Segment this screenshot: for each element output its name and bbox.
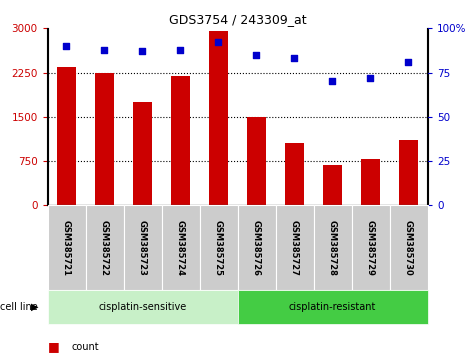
Text: GSM385730: GSM385730	[404, 220, 413, 276]
Bar	[57, 67, 76, 205]
Point	[329, 79, 336, 84]
Bar	[171, 75, 190, 205]
Point	[215, 40, 222, 45]
Point	[291, 56, 298, 61]
Bar	[285, 143, 304, 205]
Bar	[48, 205, 86, 290]
Bar	[399, 141, 418, 205]
Bar	[390, 205, 428, 290]
Text: cisplatin-sensitive: cisplatin-sensitive	[98, 302, 187, 312]
Bar	[86, 205, 124, 290]
Text: GSM385724: GSM385724	[176, 220, 185, 276]
Point	[101, 47, 108, 52]
Text: GSM385727: GSM385727	[290, 220, 299, 276]
Text: GSM385729: GSM385729	[366, 220, 375, 276]
Text: GSM385722: GSM385722	[100, 220, 109, 276]
Bar	[209, 31, 228, 205]
Text: GSM385726: GSM385726	[252, 220, 261, 276]
Text: cell line: cell line	[0, 302, 38, 312]
Bar	[323, 165, 342, 205]
Bar	[314, 205, 352, 290]
Bar	[361, 159, 380, 205]
Text: count: count	[71, 342, 99, 352]
Bar	[162, 205, 199, 290]
Text: GSM385728: GSM385728	[328, 220, 337, 276]
Bar	[238, 290, 428, 324]
Text: cisplatin-resistant: cisplatin-resistant	[289, 302, 376, 312]
Text: GSM385723: GSM385723	[138, 220, 147, 276]
Bar	[238, 205, 276, 290]
Point	[367, 75, 374, 81]
Bar	[276, 205, 314, 290]
Bar	[95, 73, 114, 205]
Bar	[247, 117, 266, 205]
Title: GDS3754 / 243309_at: GDS3754 / 243309_at	[169, 13, 306, 26]
Point	[405, 59, 412, 65]
Text: GSM385725: GSM385725	[214, 220, 223, 276]
Bar	[124, 205, 162, 290]
Text: ■: ■	[48, 341, 59, 353]
Bar	[200, 205, 238, 290]
Point	[177, 47, 184, 52]
Bar	[133, 102, 152, 205]
Bar	[48, 290, 238, 324]
Point	[63, 43, 70, 49]
Text: ▶: ▶	[31, 302, 38, 312]
Text: GSM385721: GSM385721	[62, 220, 71, 276]
Bar	[352, 205, 390, 290]
Point	[253, 52, 260, 58]
Point	[139, 48, 146, 54]
